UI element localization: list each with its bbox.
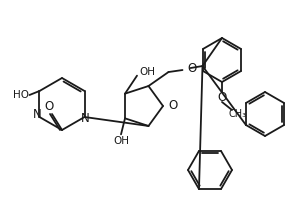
Text: N: N — [33, 109, 42, 121]
Text: N: N — [81, 113, 90, 125]
Text: CH₃: CH₃ — [229, 109, 247, 119]
Text: OH: OH — [139, 67, 155, 77]
Text: O: O — [44, 101, 54, 113]
Text: O: O — [168, 99, 177, 113]
Text: O: O — [217, 91, 227, 105]
Text: O: O — [188, 61, 197, 75]
Text: OH: OH — [113, 136, 129, 146]
Text: HO: HO — [14, 90, 29, 100]
